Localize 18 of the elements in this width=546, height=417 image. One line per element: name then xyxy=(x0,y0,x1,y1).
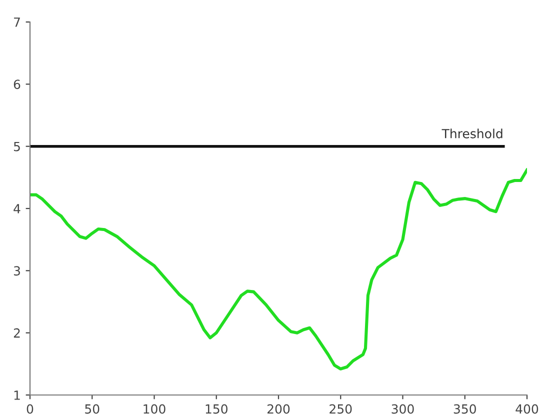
x-tick-label: 350 xyxy=(454,404,476,414)
x-tick-label: 300 xyxy=(392,404,414,414)
y-tick-label: 6 xyxy=(14,80,20,90)
y-tick-label: 4 xyxy=(14,204,20,214)
x-tick-label: 400 xyxy=(516,404,538,414)
x-tick-label: 0 xyxy=(26,404,34,414)
x-tick-label: 150 xyxy=(206,404,228,414)
y-tick-label: 2 xyxy=(14,328,20,338)
line-series xyxy=(30,168,527,370)
y-tick-label: 7 xyxy=(14,18,20,27)
y-tick-label: 5 xyxy=(14,142,20,152)
y-tick-label: 3 xyxy=(14,266,20,276)
x-tick-label: 50 xyxy=(85,404,100,414)
y-tick-label: 1 xyxy=(14,390,20,400)
x-tick-label: 200 xyxy=(267,404,290,414)
x-tick-label: 250 xyxy=(330,404,352,414)
x-tick-label: 100 xyxy=(144,404,166,414)
series-label: Threshold xyxy=(442,128,502,138)
